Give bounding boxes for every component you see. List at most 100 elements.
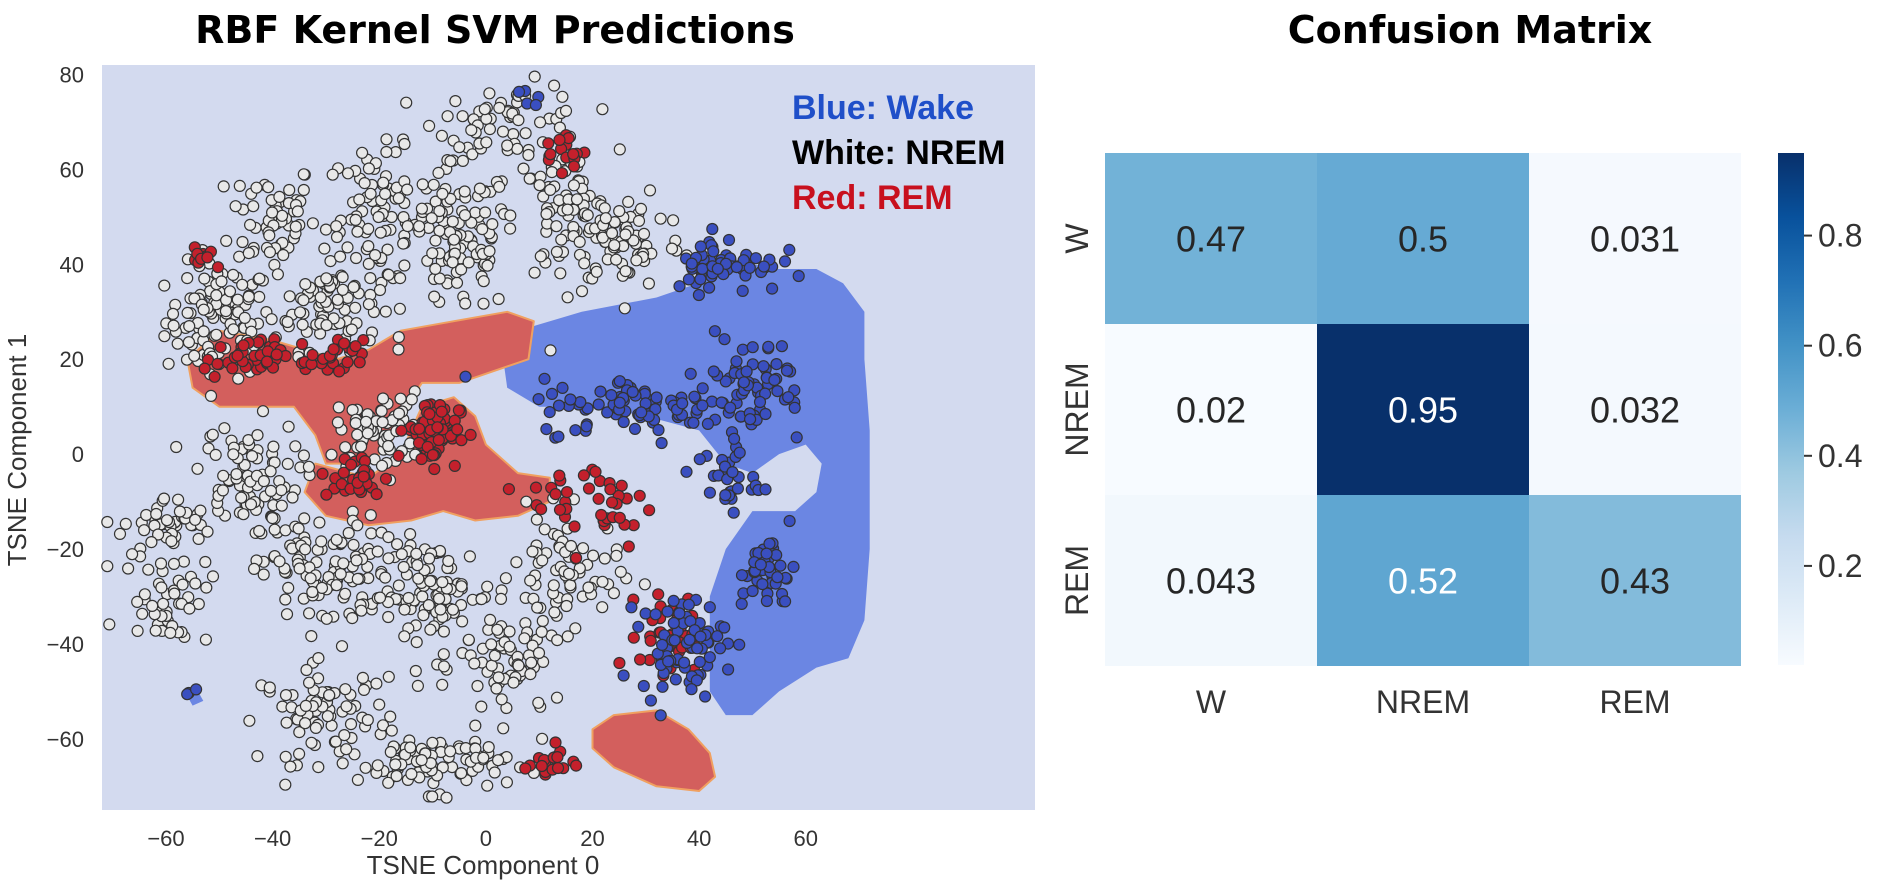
scatter-point-wake: [569, 424, 582, 437]
scatter-point-wake: [707, 365, 720, 378]
scatter-point-nrem: [355, 440, 368, 453]
heatmap-cell-value: 0.95: [1388, 390, 1458, 431]
scatter-point-wake: [552, 430, 565, 443]
scatter-point-nrem: [598, 202, 611, 215]
scatter-point-nrem: [297, 183, 310, 197]
scatter-point-wake: [680, 465, 693, 478]
scatter-point-nrem: [462, 256, 475, 269]
scatter-point-nrem: [176, 578, 189, 591]
scatter-point-nrem: [596, 103, 609, 116]
scatter-point-wake: [592, 398, 605, 411]
scatter-point-nrem: [299, 278, 312, 291]
scatter-point-nrem: [441, 110, 454, 123]
scatter-point-wake: [790, 431, 803, 444]
scatter-point-rem: [567, 160, 581, 173]
scatter-point-wake: [617, 415, 630, 429]
scatter-point-nrem: [404, 741, 417, 754]
scatter-point-nrem: [458, 209, 472, 222]
y-tick-label: −60: [47, 727, 84, 752]
scatter-point-nrem: [299, 699, 312, 713]
scatter-point-nrem: [283, 290, 296, 303]
scatter-point-nrem: [466, 148, 479, 161]
scatter-point-nrem: [499, 572, 512, 585]
scatter-point-nrem: [398, 259, 411, 272]
scatter-point-nrem: [182, 336, 195, 349]
scatter-point-nrem: [382, 552, 395, 565]
scatter-point-wake: [733, 446, 746, 459]
scatter-point-nrem: [299, 543, 312, 556]
colorbar: [1778, 153, 1804, 665]
scatter-point-nrem: [434, 603, 447, 616]
scatter-point-nrem: [292, 522, 305, 535]
scatter-point-nrem: [350, 554, 363, 567]
x-tick-label: 0: [480, 826, 492, 851]
scatter-point-nrem: [172, 493, 185, 506]
scatter-point-rem: [415, 452, 428, 466]
scatter-point-wake: [685, 257, 698, 270]
scatter-point-nrem: [149, 624, 162, 637]
scatter-point-rem: [633, 653, 647, 666]
scatter-point-nrem: [321, 710, 334, 723]
scatter-point-nrem: [596, 601, 609, 614]
scatter-point-nrem: [201, 525, 214, 538]
scatter-point-nrem: [425, 212, 438, 225]
scatter-point-rem: [551, 761, 565, 775]
scatter-point-nrem: [382, 610, 395, 624]
scatter-point-nrem: [300, 663, 313, 677]
scatter-point-nrem: [483, 87, 496, 100]
scatter-point-rem: [455, 434, 468, 447]
heatmap-title: Confusion Matrix: [1287, 8, 1653, 52]
scatter-point-nrem: [479, 206, 492, 219]
scatter-point-nrem: [349, 301, 362, 314]
scatter-point-wake: [783, 514, 796, 528]
scatter-point-rem: [426, 448, 439, 462]
scatter-point-nrem: [373, 591, 387, 604]
scatter-point-nrem: [309, 721, 322, 735]
scatter-point-nrem: [335, 640, 349, 653]
scatter-point-wake: [760, 594, 774, 608]
scatter-point-rem: [338, 337, 351, 350]
scatter-point-rem: [432, 433, 445, 447]
scatter-point-nrem: [384, 710, 397, 723]
scatter-point-nrem: [630, 254, 643, 267]
scatter-point-rem: [502, 483, 515, 496]
scatter-point-wake: [736, 343, 750, 356]
scatter-point-nrem: [351, 519, 364, 532]
heatmap-cell-value: 0.02: [1176, 390, 1246, 431]
scatter-point-nrem: [483, 123, 496, 136]
scatter-point-nrem: [544, 344, 557, 357]
scatter-point-nrem: [329, 735, 342, 748]
scatter-point-nrem: [533, 179, 546, 192]
scatter-point-wake: [792, 269, 805, 283]
scatter-point-wake: [711, 630, 724, 643]
scatter-point-wake: [703, 601, 716, 614]
scatter-point-nrem: [236, 278, 249, 291]
scatter-point-nrem: [586, 549, 600, 562]
scatter-point-nrem: [337, 557, 350, 570]
scatter-point-nrem: [510, 556, 523, 569]
scatter-point-nrem: [188, 349, 201, 362]
scatter-point-nrem: [361, 713, 374, 727]
colorbar-tick-label: 0.8: [1818, 218, 1862, 254]
scatter-point-nrem: [369, 249, 382, 262]
scatter-points: [101, 70, 805, 804]
scatter-point-wake: [190, 683, 203, 696]
scatter-point-nrem: [158, 279, 171, 292]
scatter-point-nrem: [598, 552, 611, 565]
scatter-point-nrem: [638, 578, 652, 591]
scatter-point-rem: [260, 355, 274, 368]
scatter-point-nrem: [227, 323, 240, 336]
scatter-point-wake: [783, 243, 796, 256]
heatmap-cell-w-nrem: [1317, 153, 1529, 324]
scatter-point-nrem: [480, 136, 493, 149]
scatter-point-nrem: [150, 507, 163, 521]
scatter-point-wake: [512, 85, 526, 99]
scatter-point-rem: [423, 407, 436, 421]
scatter-point-nrem: [351, 428, 364, 441]
scatter-point-wake: [765, 282, 779, 295]
scatter-point-nrem: [242, 290, 255, 303]
heatmap-cell-w-rem: [1529, 153, 1741, 324]
scatter-point-nrem: [380, 133, 393, 146]
scatter-point-nrem: [417, 609, 430, 622]
scatter-point-wake: [632, 620, 645, 633]
